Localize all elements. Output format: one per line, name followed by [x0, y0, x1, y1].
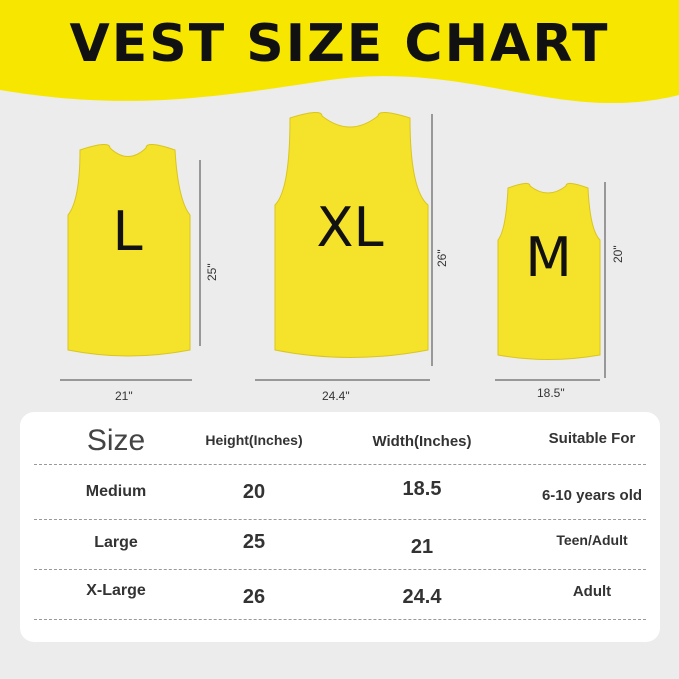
height-label: 20": [611, 245, 625, 263]
cell-size: Large: [94, 534, 138, 551]
table-row: Medium 20 18.5 6-10 years old: [34, 465, 646, 520]
table-row: Large 25 21 Teen/Adult: [34, 520, 646, 570]
height-label: 25": [205, 263, 219, 281]
table-row: X-Large 26 24.4 Adult: [34, 570, 646, 620]
cell-suitable: Teen/Adult: [556, 532, 628, 548]
cell-width: 24.4: [402, 586, 442, 608]
vest-medium: [497, 182, 601, 360]
width-label: 21": [115, 389, 133, 403]
cell-height: 20: [242, 481, 266, 503]
width-label: 18.5": [537, 386, 565, 400]
cell-size: X-Large: [86, 582, 146, 599]
cell-suitable: 6-10 years old: [541, 487, 643, 504]
yellow-banner: [0, 0, 679, 104]
dimension-lines: [60, 114, 606, 381]
size-letter: L: [112, 200, 143, 263]
cell-width: 21: [410, 536, 434, 558]
header-suitable: Suitable For: [548, 430, 636, 447]
height-label: 26": [435, 249, 449, 267]
header-width: Width(Inches): [372, 433, 472, 450]
vest-large: [67, 144, 191, 357]
cell-suitable: Adult: [572, 583, 612, 600]
vest-xlarge: [274, 112, 429, 358]
header-height: Height(Inches): [205, 432, 303, 448]
cell-width: 18.5: [402, 478, 442, 500]
cell-size: Medium: [85, 483, 147, 500]
size-table: Size Height(Inches) Width(Inches) Suitab…: [20, 412, 660, 642]
page-title: VEST SIZE CHART: [69, 14, 610, 74]
cell-height: 26: [242, 586, 266, 608]
cell-height: 25: [242, 531, 266, 553]
size-letter: XL: [316, 196, 384, 259]
header-size: Size: [86, 424, 146, 457]
width-label: 24.4": [322, 389, 350, 403]
table-header: Size Height(Inches) Width(Inches) Suitab…: [34, 412, 646, 465]
size-letter: M: [525, 226, 572, 289]
